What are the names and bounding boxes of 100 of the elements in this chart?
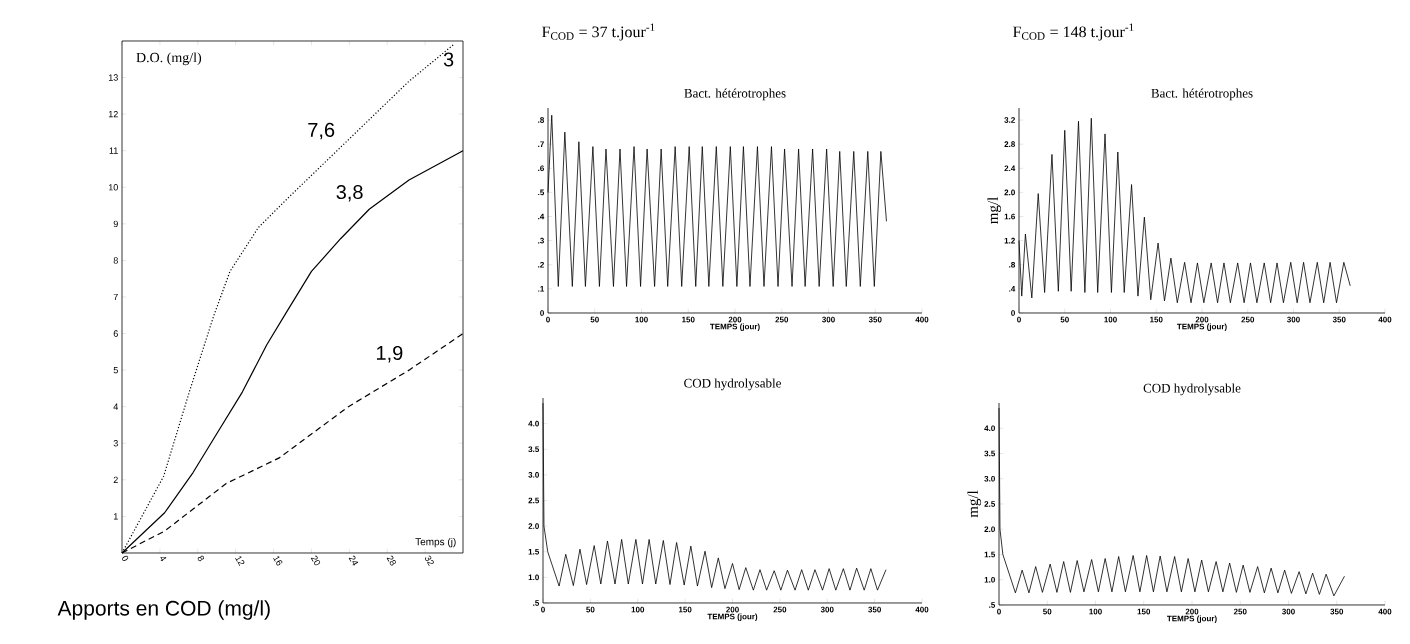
x-tick-label: 150 bbox=[1150, 316, 1163, 323]
x-tick-label: 250 bbox=[773, 606, 787, 613]
y-tick-label: 3.2 bbox=[1004, 117, 1015, 123]
series-label: 3,8 bbox=[336, 184, 363, 202]
x-tick-label: 100 bbox=[631, 606, 645, 613]
chart-title: COD hydrolysable bbox=[1143, 383, 1241, 396]
text: Apports en COD (mg/l) bbox=[57, 600, 270, 620]
annotation: 3 bbox=[443, 52, 454, 67]
y-tick-label: 2.0 bbox=[984, 526, 995, 533]
x-tick-label: 0 bbox=[1017, 316, 1021, 323]
y-tick-label: .6 bbox=[538, 165, 544, 172]
y-tick-label: 1.6 bbox=[1004, 213, 1015, 220]
x-tick-label: 200 bbox=[1195, 316, 1209, 323]
y-tick-label: 1.5 bbox=[984, 551, 996, 558]
x-axis-title: TEMPS (jour) bbox=[1166, 615, 1217, 623]
x-tick-label: 400 bbox=[1378, 316, 1392, 323]
y-axis-title: mg/l bbox=[967, 490, 982, 518]
y-tick-label: 9 bbox=[113, 220, 118, 228]
x-tick-label: 200 bbox=[728, 316, 742, 323]
y-tick-label: 11 bbox=[109, 147, 118, 154]
y-tick-label: .5 bbox=[989, 602, 996, 608]
x-tick-label: 0 bbox=[122, 555, 129, 561]
x-tick-label: 300 bbox=[822, 316, 835, 323]
y-tick-label: 2.0 bbox=[1004, 189, 1015, 196]
x-tick-label: 150 bbox=[678, 606, 692, 613]
x-tick-label: 50 bbox=[586, 606, 595, 613]
x-tick-label: 100 bbox=[1089, 608, 1102, 615]
x-tick-label: 50 bbox=[590, 316, 599, 323]
y-tick-label: 2.5 bbox=[528, 497, 540, 504]
y-tick-label: 6 bbox=[113, 330, 118, 337]
x-tick-label: 350 bbox=[868, 606, 881, 613]
x-tick-label: 250 bbox=[1233, 608, 1247, 615]
y-tick-label: 5 bbox=[113, 366, 118, 374]
y-tick-label: 10 bbox=[108, 184, 118, 191]
series-label: 1,9 bbox=[377, 345, 403, 363]
series-label: 7,6 bbox=[308, 122, 335, 140]
x-tick-label: 50 bbox=[1060, 316, 1069, 323]
y-tick-label: 7 bbox=[113, 293, 118, 301]
x-tick-label: 200 bbox=[726, 606, 739, 613]
x-axis-title: TEMPS (jour) bbox=[709, 323, 760, 331]
y-tick-label: .5 bbox=[538, 189, 545, 196]
x-tick-label: 350 bbox=[868, 316, 882, 323]
x-tick-label: 400 bbox=[915, 316, 929, 323]
y-tick-label: 1.0 bbox=[528, 574, 539, 581]
y-tick-label: 2.5 bbox=[984, 501, 996, 507]
x-tick-label: 24 bbox=[348, 555, 359, 566]
x-tick-label: 400 bbox=[1378, 608, 1392, 615]
x-tick-label: 200 bbox=[1185, 608, 1199, 615]
x-tick-label: 16 bbox=[273, 555, 283, 566]
x-tick-label: 32 bbox=[425, 555, 434, 567]
x-tick-label: 4 bbox=[160, 556, 167, 562]
x-tick-label: 100 bbox=[1104, 316, 1117, 323]
x-axis-title: TEMPS (jour) bbox=[1176, 323, 1227, 331]
x-tick-label: 50 bbox=[1043, 608, 1052, 615]
y-tick-label: .4 bbox=[538, 213, 545, 220]
chart-subtitle: F$_{COD}$ = 148 t.jour$^{-1}$ bbox=[1013, 23, 1134, 41]
y-axis-title: mg/l bbox=[987, 197, 1002, 224]
x-tick-label: 300 bbox=[820, 606, 834, 613]
y-tick-label: 3 bbox=[113, 440, 118, 447]
x-tick-label: 28 bbox=[386, 555, 396, 566]
y-tick-label: 1.0 bbox=[984, 576, 995, 583]
x-tick-label: 150 bbox=[1137, 608, 1151, 615]
x-tick-label: 250 bbox=[1241, 316, 1255, 323]
y-tick-label: 3.0 bbox=[984, 475, 995, 482]
y-tick-label: 12 bbox=[108, 110, 118, 118]
x-tick-label: 0 bbox=[997, 608, 1001, 615]
y-tick-label: 3.0 bbox=[528, 472, 539, 478]
x-axis-title: TEMPS (jour) bbox=[707, 613, 758, 621]
y-tick-label: 8 bbox=[113, 257, 118, 264]
x-tick-label: 250 bbox=[775, 316, 789, 323]
x-tick-label: 400 bbox=[915, 606, 929, 613]
x-tick-label: 100 bbox=[635, 316, 648, 323]
y-axis-title: D.O. (mg/l) bbox=[136, 52, 202, 66]
y-tick-label: 0 bbox=[1011, 310, 1015, 316]
y-tick-label: .5 bbox=[533, 600, 540, 606]
y-tick-label: .8 bbox=[538, 117, 545, 123]
x-tick-label: 300 bbox=[1282, 608, 1295, 615]
y-tick-label: .1 bbox=[538, 286, 545, 292]
y-tick-label: 1.5 bbox=[528, 548, 540, 555]
x-tick-label: 350 bbox=[1330, 608, 1344, 615]
y-tick-label: .4 bbox=[1009, 286, 1016, 292]
x-tick-label: 20 bbox=[310, 555, 321, 566]
x-tick-label: 0 bbox=[546, 316, 550, 323]
y-tick-label: 0 bbox=[540, 310, 544, 316]
y-tick-label: .2 bbox=[538, 261, 544, 268]
y-tick-label: 1.2 bbox=[1004, 237, 1015, 244]
chart-title: Bact. hétérotrophes bbox=[1151, 88, 1253, 101]
chart-title: COD hydrolysable bbox=[684, 378, 781, 391]
y-tick-label: 13 bbox=[108, 74, 118, 81]
y-tick-label: 4.0 bbox=[984, 425, 995, 432]
y-tick-label: 2.4 bbox=[1004, 165, 1016, 172]
chart-subtitle: F$_{COD}$ = 37 t.jour$^{-1}$ bbox=[542, 23, 655, 41]
y-tick-label: 4 bbox=[113, 403, 119, 410]
x-tick-label: 350 bbox=[1332, 316, 1346, 323]
y-tick-label: .7 bbox=[538, 141, 544, 147]
x-tick-label: 8 bbox=[197, 555, 205, 562]
chart-title: Bact. hétérotrophes bbox=[684, 88, 786, 101]
y-tick-label: 3.5 bbox=[984, 450, 996, 457]
x-tick-label: 300 bbox=[1287, 316, 1300, 323]
y-tick-label: .8 bbox=[1009, 261, 1016, 268]
